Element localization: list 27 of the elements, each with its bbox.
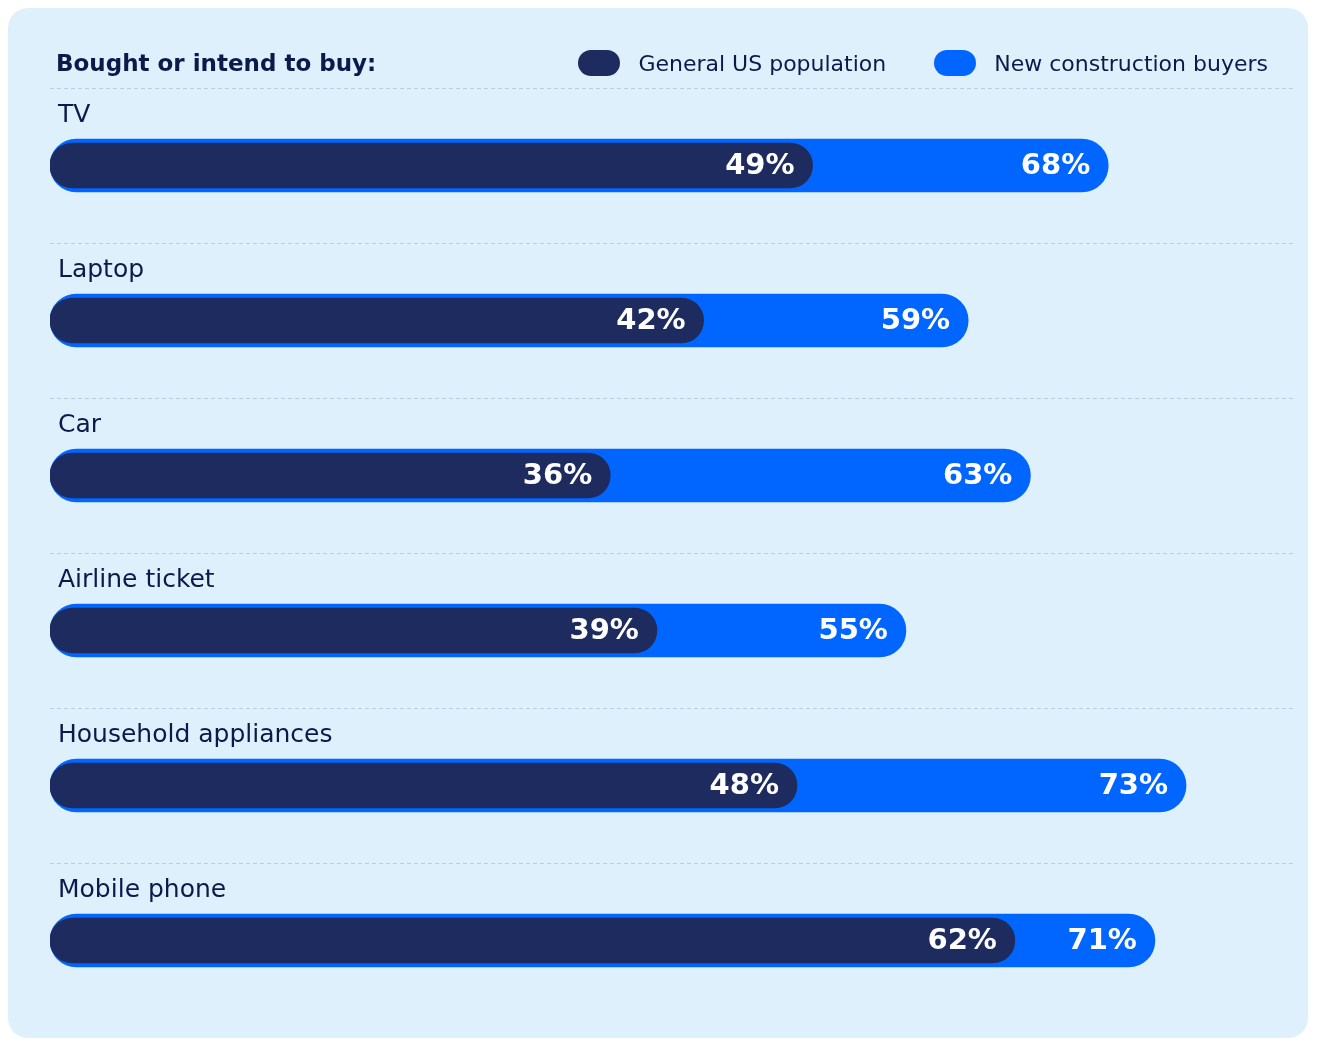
bar [50,762,798,809]
data-label: 36% [522,457,593,492]
bar [50,142,813,189]
data-label: 55% [818,612,888,647]
bar [50,452,611,499]
data-label: 62% [927,922,997,957]
y-tick-label: Airline ticket [58,563,215,593]
data-label: 49% [725,147,795,182]
y-tick-label: Mobile phone [58,873,227,903]
legend-label: General US population [638,50,887,76]
data-label: 42% [616,302,686,337]
bar [50,297,704,344]
y-tick-label: TV [57,98,91,128]
y-tick-label: Car [58,408,102,438]
bar [50,607,658,654]
data-label: 39% [569,612,639,647]
data-label: 71% [1067,922,1137,957]
legend-label: New construction buyers [994,50,1268,76]
data-label: 59% [880,302,951,337]
data-label: 73% [1098,767,1169,802]
y-tick-label: Laptop [58,253,145,283]
bar [50,917,1016,964]
y-tick-label: Household appliances [58,718,333,748]
data-label: 48% [709,767,779,802]
data-label: 63% [943,457,1013,492]
data-label: 68% [1020,147,1091,182]
text: Bought or intend to buy: [56,50,377,76]
